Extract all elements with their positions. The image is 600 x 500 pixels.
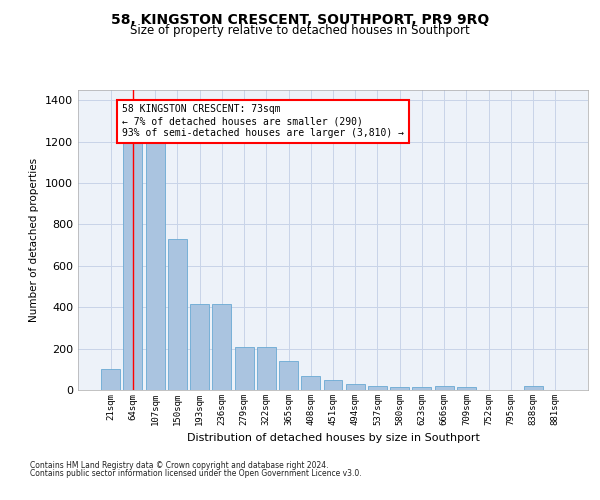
Bar — [190, 304, 209, 390]
Bar — [457, 387, 476, 390]
Y-axis label: Number of detached properties: Number of detached properties — [29, 158, 40, 322]
Text: 58, KINGSTON CRESCENT, SOUTHPORT, PR9 9RQ: 58, KINGSTON CRESCENT, SOUTHPORT, PR9 9R… — [111, 12, 489, 26]
Bar — [235, 346, 254, 390]
Bar — [101, 370, 120, 390]
Bar — [301, 376, 320, 390]
Text: Contains public sector information licensed under the Open Government Licence v3: Contains public sector information licen… — [30, 469, 362, 478]
X-axis label: Distribution of detached houses by size in Southport: Distribution of detached houses by size … — [187, 434, 479, 444]
Bar — [124, 143, 142, 390]
Bar — [257, 346, 276, 390]
Bar — [524, 386, 542, 390]
Bar — [412, 387, 431, 390]
Bar — [146, 143, 164, 390]
Text: Contains HM Land Registry data © Crown copyright and database right 2024.: Contains HM Land Registry data © Crown c… — [30, 460, 329, 469]
Text: Size of property relative to detached houses in Southport: Size of property relative to detached ho… — [130, 24, 470, 37]
Bar — [212, 304, 231, 390]
Bar — [368, 386, 387, 390]
Bar — [279, 361, 298, 390]
Bar — [346, 384, 365, 390]
Bar — [168, 239, 187, 390]
Text: 58 KINGSTON CRESCENT: 73sqm
← 7% of detached houses are smaller (290)
93% of sem: 58 KINGSTON CRESCENT: 73sqm ← 7% of deta… — [122, 104, 404, 138]
Bar — [435, 386, 454, 390]
Bar — [323, 380, 343, 390]
Bar — [390, 387, 409, 390]
